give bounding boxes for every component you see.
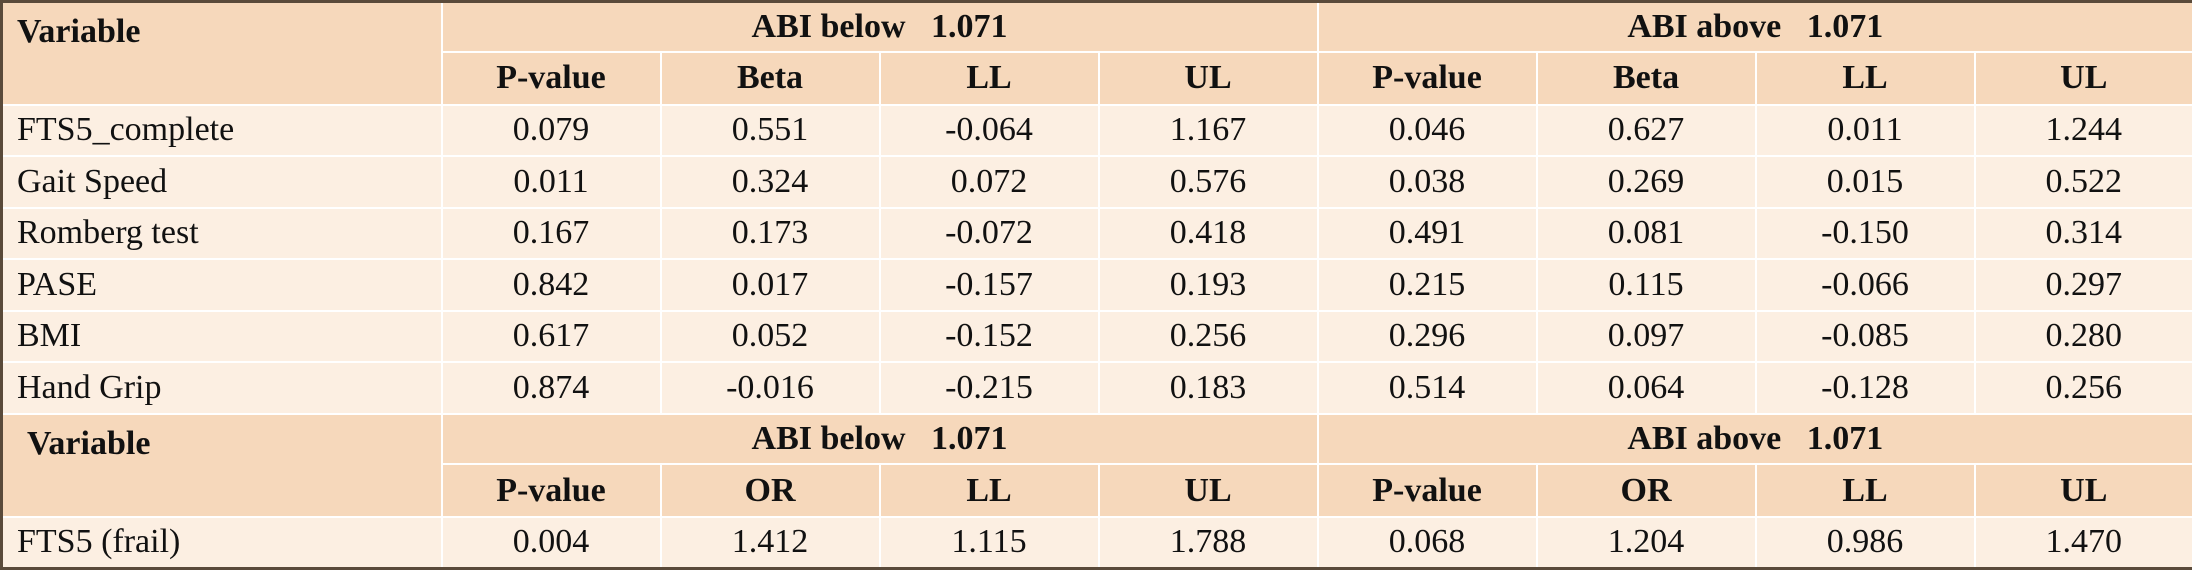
table-cell: 1.244	[1973, 103, 2192, 158]
table-cell: 0.269	[1535, 155, 1757, 209]
column-header: P-value	[1316, 51, 1538, 106]
table-cell: 0.038	[1316, 155, 1538, 209]
column-header: OR	[659, 463, 881, 518]
table-cell: 0.491	[1316, 206, 1538, 261]
table-cell: 1.470	[1973, 515, 2192, 570]
table-cell: 0.617	[440, 309, 662, 364]
table-row: Hand Grip 0.874 -0.016 -0.215 0.183 0.514 0.06…	[0, 361, 2192, 415]
table-cell: 0.256	[1097, 309, 1319, 364]
table-cell: 0.097	[1535, 309, 1757, 364]
row-label: Hand Grip	[0, 361, 443, 415]
table-cell: -0.085	[1754, 309, 1976, 364]
table-cell: 0.842	[440, 258, 662, 312]
table-cell: 0.314	[1973, 206, 2192, 261]
table-cell: -0.215	[878, 361, 1100, 415]
table-cell: -0.066	[1754, 258, 1976, 312]
table-cell: -0.150	[1754, 206, 1976, 261]
column-header: LL	[1754, 51, 1976, 106]
table-cell: 0.215	[1316, 258, 1538, 312]
table-cell: 0.072	[878, 155, 1100, 209]
table-cell: 1.788	[1097, 515, 1319, 570]
column-header: UL	[1973, 51, 2192, 106]
table-cell: 0.418	[1097, 206, 1319, 261]
column-header: Beta	[659, 51, 881, 106]
table-cell: 0.173	[659, 206, 881, 261]
table-cell: 0.514	[1316, 361, 1538, 415]
column-header: LL	[878, 51, 1100, 106]
table-cell: 0.193	[1097, 258, 1319, 312]
row-label: PASE	[0, 258, 443, 312]
row-label: Gait Speed	[0, 155, 443, 209]
row-label: FTS5 (frail)	[0, 515, 443, 570]
row-label: FTS5_complete	[0, 103, 443, 158]
table-row: FTS5 (frail) 0.004 1.412 1.115 1.788 0.068 1.2…	[0, 515, 2192, 570]
table-cell: 1.115	[878, 515, 1100, 570]
table-cell: 0.064	[1535, 361, 1757, 415]
table-cell: 0.115	[1535, 258, 1757, 312]
column-header-row: P-value Beta LL UL P-value Beta LL UL	[2, 51, 2192, 106]
table-cell: 0.068	[1316, 515, 1538, 570]
row-label: BMI	[0, 309, 443, 364]
column-header: P-value	[440, 463, 662, 518]
table-cell: -0.157	[878, 258, 1100, 312]
section-header-row: Variable ABI below 1.071 ABI above 1.071	[0, 0, 2192, 106]
group-header-abi-below: ABI below 1.071	[440, 0, 1319, 54]
table-cell: 0.256	[1973, 361, 2192, 415]
table-cell: 0.280	[1973, 309, 2192, 364]
group-header-abi-above: ABI above 1.071	[1316, 0, 2192, 54]
column-header: UL	[1097, 51, 1319, 106]
table-cell: 0.052	[659, 309, 881, 364]
table-cell: -0.152	[878, 309, 1100, 364]
table-row: BMI 0.617 0.052 -0.152 0.256 0.296 0.097 -0.085…	[0, 309, 2192, 364]
column-header: Beta	[1535, 51, 1757, 106]
table-cell: 0.551	[659, 103, 881, 158]
table-cell: -0.072	[878, 206, 1100, 261]
table-cell: 0.522	[1973, 155, 2192, 209]
column-header-row: P-value OR LL UL P-value OR LL UL	[2, 463, 2192, 518]
row-label: Romberg test	[0, 206, 443, 261]
table-cell: 0.576	[1097, 155, 1319, 209]
column-header: P-value	[440, 51, 662, 106]
table-cell: -0.064	[878, 103, 1100, 158]
table-cell: 0.011	[1754, 103, 1976, 158]
table-cell: 1.204	[1535, 515, 1757, 570]
column-header: P-value	[1316, 463, 1538, 518]
column-header: UL	[1973, 463, 2192, 518]
section-header-row: Variable ABI below 1.071 ABI above 1.071	[0, 412, 2192, 518]
column-header: LL	[1754, 463, 1976, 518]
table-cell: 0.046	[1316, 103, 1538, 158]
column-header: LL	[878, 463, 1100, 518]
table-row: PASE 0.842 0.017 -0.157 0.193 0.215 0.115 -0.06…	[0, 258, 2192, 312]
table-cell: 0.627	[1535, 103, 1757, 158]
table-cell: 0.011	[440, 155, 662, 209]
variable-column-header: Variable	[0, 412, 443, 518]
table-cell: 0.081	[1535, 206, 1757, 261]
table-cell: 0.874	[440, 361, 662, 415]
table-cell: 0.167	[440, 206, 662, 261]
table-cell: 0.297	[1973, 258, 2192, 312]
table-cell: 0.015	[1754, 155, 1976, 209]
table-cell: 1.167	[1097, 103, 1319, 158]
table-cell: 0.079	[440, 103, 662, 158]
table-cell: 0.986	[1754, 515, 1976, 570]
table-cell: -0.128	[1754, 361, 1976, 415]
table-cell: 0.183	[1097, 361, 1319, 415]
table-cell: 0.004	[440, 515, 662, 570]
table-row: FTS5_complete 0.079 0.551 -0.064 1.167 0.046 0…	[0, 103, 2192, 158]
group-header-abi-below: ABI below 1.071	[440, 412, 1319, 466]
table-cell: 0.017	[659, 258, 881, 312]
table-cell: 1.412	[659, 515, 881, 570]
table-row: Gait Speed 0.011 0.324 0.072 0.576 0.038 0.269…	[0, 155, 2192, 209]
group-header-abi-above: ABI above 1.071	[1316, 412, 2192, 466]
column-header: OR	[1535, 463, 1757, 518]
table-cell: 0.324	[659, 155, 881, 209]
variable-column-header: Variable	[0, 0, 443, 106]
table-cell: -0.016	[659, 361, 881, 415]
table-row: Romberg test 0.167 0.173 -0.072 0.418 0.491 0.…	[0, 206, 2192, 261]
table-cell: 0.296	[1316, 309, 1538, 364]
column-header: UL	[1097, 463, 1319, 518]
